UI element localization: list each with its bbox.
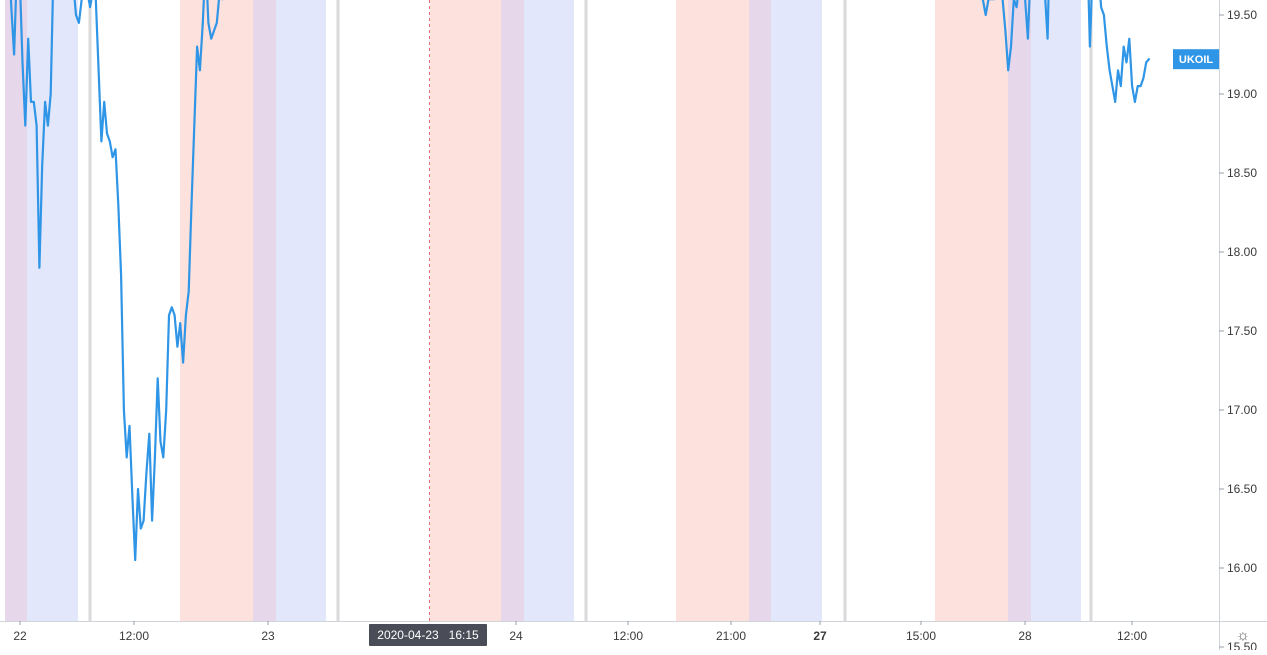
symbol-tag-label: UKOIL [1179, 54, 1214, 66]
session-band [524, 0, 574, 621]
x-tick-label: 12:00 [613, 629, 643, 643]
x-tick-label: 12:00 [119, 629, 149, 643]
x-tick-label: 27 [813, 629, 827, 643]
y-tick-label: 19.50 [1227, 8, 1257, 22]
x-tick-label: 24 [509, 629, 523, 643]
session-band [27, 0, 78, 621]
session-band [1031, 0, 1081, 621]
y-tick-label: 17.50 [1227, 324, 1257, 338]
price-axis-labels[interactable]: 15.5016.0016.5017.0017.5018.0018.5019.00… [1219, 0, 1257, 654]
session-band [276, 0, 326, 621]
session-band [501, 0, 524, 621]
x-tick-label: 23 [261, 629, 275, 643]
day-separator [88, 0, 92, 621]
session-band [180, 0, 253, 621]
session-background-layer [5, 0, 1081, 621]
y-tick-label: 16.50 [1227, 482, 1257, 496]
price-series-line[interactable] [0, 0, 1151, 562]
session-band [749, 0, 771, 621]
crosshair-time-label: 2020-04-23 16:15 [369, 624, 487, 646]
session-band [935, 0, 1008, 621]
x-tick-label: 21:00 [716, 629, 746, 643]
x-tick-label: 15:00 [906, 629, 936, 643]
x-tick-label: 22 [13, 629, 27, 643]
chart-settings-gear-icon[interactable]: ☼ [1236, 627, 1250, 644]
session-band [676, 0, 749, 621]
y-tick-label: 17.00 [1227, 403, 1257, 417]
x-tick-label: 12:00 [1117, 629, 1147, 643]
x-tick-label: 28 [1018, 629, 1032, 643]
session-band [253, 0, 276, 621]
session-band [771, 0, 822, 621]
session-band [5, 0, 27, 621]
crosshair-time-text: 2020-04-23 16:15 [377, 628, 479, 642]
day-separator [843, 0, 847, 621]
day-separator-layer [88, 0, 1093, 621]
y-tick-label: 16.00 [1227, 561, 1257, 575]
y-tick-label: 19.00 [1227, 87, 1257, 101]
session-band [430, 0, 501, 621]
time-axis-labels[interactable]: 22 12:00 23 24 12:00 21:00 27 15:00 28 12:00 [13, 621, 1147, 643]
day-separator [1089, 0, 1093, 621]
symbol-last-price-tag[interactable]: UKOIL [1173, 49, 1219, 70]
day-separator [584, 0, 588, 621]
day-separator [336, 0, 340, 621]
y-tick-label: 18.00 [1227, 245, 1257, 259]
session-band [1008, 0, 1031, 621]
y-tick-label: 18.50 [1227, 166, 1257, 180]
